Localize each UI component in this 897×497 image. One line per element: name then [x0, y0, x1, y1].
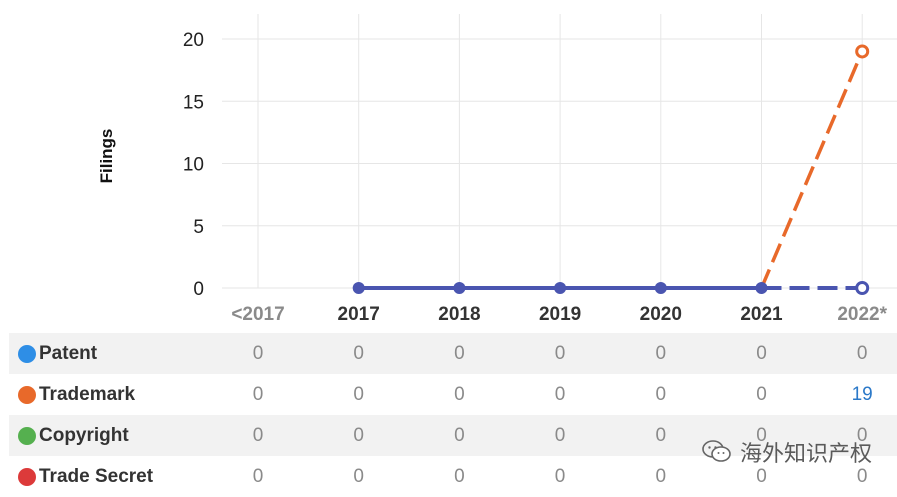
x-tick-label: <2017 — [231, 304, 284, 325]
data-point-trademark-projected — [855, 44, 870, 59]
x-tick-label: 2021 — [740, 304, 783, 325]
series-line-trademark-projected — [759, 50, 864, 289]
table-cell: 0 — [353, 425, 364, 446]
row-label-text: Trademark — [39, 384, 136, 405]
row-label-text: Patent — [39, 343, 98, 364]
row-label-text: Trade Secret — [39, 466, 154, 487]
x-tick-label: 2017 — [338, 304, 380, 325]
y-tick-label: 15 — [183, 92, 204, 113]
legend-dot-icon — [18, 467, 36, 486]
table-cell: 0 — [252, 425, 264, 446]
wechat-icon — [702, 440, 731, 462]
y-tick-label: 10 — [183, 155, 204, 176]
legend-dot-icon — [18, 426, 36, 445]
table-cell: 0 — [756, 425, 767, 446]
data-point-projected — [855, 281, 870, 295]
table-cell: 0 — [655, 466, 667, 487]
table-cell: 0 — [756, 466, 767, 487]
table-cell: 0 — [454, 343, 465, 364]
legend-dot-icon — [18, 385, 36, 404]
table-cell: 0 — [554, 466, 566, 487]
y-tick-label: 20 — [183, 30, 204, 51]
data-point — [554, 282, 567, 294]
table-cell: 0 — [554, 343, 566, 364]
table-row: Patent 0 0 0 0 0 0 0 — [9, 333, 897, 374]
legend-dot-icon — [18, 344, 36, 363]
x-tick-label: 2019 — [539, 304, 581, 325]
row-label-text: Copyright — [39, 425, 129, 446]
table-cell: 0 — [252, 384, 264, 405]
y-tick-label: 5 — [193, 217, 204, 238]
row-label: Trademark — [18, 374, 135, 415]
table-cell: 0 — [353, 466, 364, 487]
x-tick-label: 2018 — [438, 304, 480, 325]
data-point — [453, 282, 466, 294]
table-cell: 0 — [856, 343, 868, 364]
watermark: 海外知识产权 — [702, 436, 872, 468]
table-row: Trademark 0 0 0 0 0 0 19 — [9, 374, 897, 415]
filings-chart: 0 5 10 15 20 Filings <2017 2017 2018 2019 2020 2021… — [97, 14, 897, 325]
table-cell: 0 — [756, 343, 767, 364]
table-cell: 0 — [353, 343, 364, 364]
row-label: Copyright — [18, 415, 129, 456]
table-row: Copyright 0 0 0 0 0 0 0 — [9, 415, 897, 456]
table-cell: 19 — [851, 384, 873, 405]
watermark-text: 海外知识产权 — [740, 441, 873, 466]
table-cell: 0 — [252, 343, 264, 364]
table-cell: 0 — [454, 384, 465, 405]
table-cell: 0 — [353, 384, 364, 405]
table-cell: 0 — [655, 343, 667, 364]
data-point — [755, 282, 768, 294]
data-point — [654, 282, 667, 294]
x-tick-label: 2020 — [640, 304, 682, 325]
table-cell: 0 — [655, 384, 667, 405]
table-cell: 0 — [856, 425, 868, 446]
x-tick-label: 2022* — [837, 304, 887, 325]
table-cell: 0 — [454, 466, 465, 487]
table-cell: 0 — [756, 384, 767, 405]
y-axis-label: Filings — [97, 129, 116, 184]
data-point — [352, 282, 365, 294]
row-label: Trade Secret — [18, 456, 153, 497]
table-cell: 0 — [454, 425, 465, 446]
table-cell: 0 — [252, 466, 264, 487]
data-table: Patent 0 0 0 0 0 0 0 Trademark 0 0 0 0 0 0 19 Copyright 0… — [9, 333, 897, 497]
table-cell: 0 — [856, 466, 868, 487]
table-row: Trade Secret 0 0 0 0 0 0 0 — [9, 456, 897, 497]
y-tick-label: 0 — [193, 279, 204, 300]
table-cell: 0 — [655, 425, 667, 446]
table-cell: 0 — [554, 425, 566, 446]
row-label: Patent — [18, 333, 97, 374]
table-cell: 0 — [554, 384, 566, 405]
